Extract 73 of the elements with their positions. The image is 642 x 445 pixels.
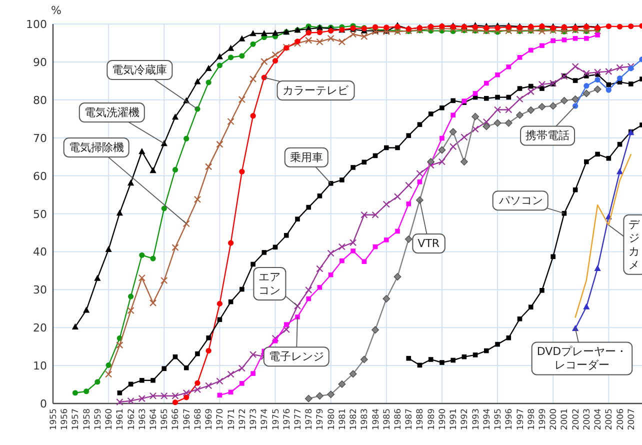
x-tick-label: 1992 — [460, 408, 470, 430]
x-tick-label: 1978 — [304, 408, 315, 430]
x-tick-label: 1984 — [371, 408, 382, 430]
y-tick-label: 40 — [33, 246, 47, 259]
x-tick-label: 1974 — [260, 408, 270, 430]
y-tick-label: 30 — [33, 284, 47, 297]
series-label: エアコン — [258, 270, 281, 297]
y-tick-label: 20 — [33, 322, 47, 335]
x-tick-label: 1966 — [171, 408, 182, 430]
x-tick-label: 1990 — [438, 408, 448, 430]
x-tick-label: 1983 — [360, 408, 370, 430]
x-tick-label: 1979 — [316, 408, 326, 430]
x-tick-label: 2003 — [582, 408, 592, 430]
series-label: VTR — [418, 236, 440, 250]
x-tick-label: 1994 — [482, 408, 492, 430]
x-tick-label: 1973 — [249, 408, 260, 430]
x-tick-label: 1985 — [382, 408, 392, 430]
x-tick-label: 1963 — [138, 408, 148, 430]
y-tick-label: 60 — [33, 170, 47, 183]
y-tick-label: 10 — [33, 360, 47, 373]
series-label: 電子レンジ — [268, 350, 324, 364]
series-label: パソコン — [498, 194, 543, 208]
y-axis-title: % — [51, 4, 62, 17]
x-tick-label: 1971 — [226, 408, 237, 430]
x-tick-label: 1981 — [338, 408, 348, 430]
y-tick-label: 100 — [26, 18, 47, 31]
y-tick-label: 0 — [40, 398, 47, 410]
x-tick-label: 1956 — [60, 408, 70, 430]
x-tick-label: 1958 — [82, 408, 92, 430]
series-label: 携帯電話 — [526, 129, 570, 142]
x-tick-label: 1955 — [49, 408, 59, 430]
x-tick-label: 2002 — [571, 408, 582, 430]
x-tick-label: 1969 — [204, 408, 215, 430]
x-tick-label: 1986 — [394, 408, 404, 430]
series-label: カラーテレビ — [282, 84, 350, 98]
x-tick-label: 1987 — [404, 408, 415, 430]
series-label: デジカメ — [628, 218, 641, 272]
x-tick-label: 1961 — [116, 408, 126, 430]
x-tick-label: 1957 — [71, 408, 82, 430]
x-tick-label: 1965 — [160, 408, 170, 430]
x-tick-label: 1977 — [293, 408, 304, 430]
x-tick-label: 1962 — [126, 408, 137, 430]
x-tick-label: 1996 — [504, 408, 515, 430]
x-tick-label: 1960 — [104, 408, 115, 430]
x-tick-label: 1972 — [238, 408, 248, 430]
x-tick-label: 1959 — [93, 408, 104, 430]
x-tick-label: 1991 — [449, 408, 460, 430]
x-tick-label: 2004 — [594, 408, 604, 430]
x-tick-label: 1993 — [471, 408, 482, 430]
x-tick-label: 2006 — [616, 408, 626, 430]
y-tick-label: 90 — [33, 56, 47, 69]
x-tick-label: 1988 — [416, 408, 426, 430]
x-tick-label: 1976 — [282, 408, 292, 430]
x-tick-label: 1989 — [426, 408, 437, 430]
y-tick-label: 70 — [33, 132, 47, 145]
x-tick-label: 1980 — [326, 408, 337, 430]
x-tick-label: 2001 — [560, 408, 570, 430]
y-tick-label: 50 — [33, 208, 47, 221]
x-tick-label: 1997 — [516, 408, 526, 430]
x-tick-label: 1999 — [538, 408, 548, 430]
x-tick-label: 2007 — [626, 408, 637, 430]
x-tick-label: 2005 — [604, 408, 615, 430]
x-tick-label: 1964 — [149, 408, 160, 430]
x-tick-label: 1998 — [526, 408, 537, 430]
x-tick-label: 1995 — [494, 408, 504, 430]
x-tick-label: 1970 — [216, 408, 226, 430]
x-tick-label: 1967 — [182, 408, 192, 430]
x-tick-label: 1982 — [349, 408, 360, 430]
y-tick-label: 80 — [33, 94, 47, 107]
series-label: 乗用車 — [290, 150, 323, 164]
x-tick-label: 1975 — [271, 408, 282, 430]
x-tick-label: 1968 — [193, 408, 204, 430]
x-tick-label: 2000 — [549, 408, 560, 430]
